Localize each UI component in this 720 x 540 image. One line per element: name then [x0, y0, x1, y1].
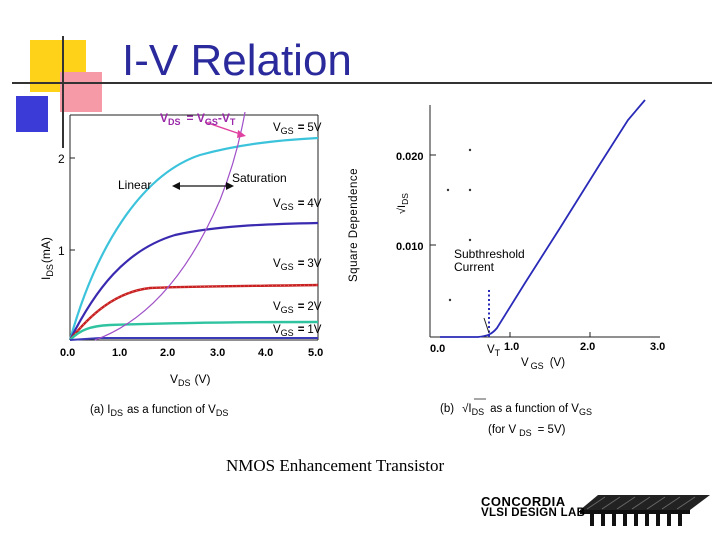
- grid-dot: [448, 298, 452, 302]
- right-xtick-3: 3.0: [650, 341, 665, 353]
- right-xtick-1: 1.0: [504, 341, 519, 353]
- svg-text:Square Dependence: Square Dependence: [348, 168, 360, 282]
- right-x-label: V GS (V): [521, 357, 565, 371]
- logo-text-vlsi-lab: VLSI DESIGN LAB: [481, 507, 586, 519]
- curve-label-vgs3: VGS = 3V: [273, 258, 322, 272]
- figure-title: NMOS Enhancement Transistor: [226, 456, 445, 475]
- curve-vgs2: [69, 320, 319, 341]
- curve-label-vgs5: VGS = 5V: [273, 122, 322, 136]
- left-xtick-1: 1.0: [112, 347, 127, 359]
- subthreshold-label-line1: Subthreshold: [454, 247, 525, 261]
- saturation-condition-label: VDS = VGS-VT: [160, 111, 236, 127]
- right-caption-condition: (for V DS = 5V): [488, 424, 566, 438]
- curve-label-vgs4: VGS = 4V: [273, 198, 322, 212]
- grid-dot: [468, 188, 472, 192]
- vt-label: VT: [487, 344, 501, 358]
- right-caption: (b) √IDS as a function of VGS: [440, 402, 592, 417]
- curve-label-vgs1: VGS = 1V: [273, 324, 322, 338]
- subthreshold-label-line2: Current: [454, 260, 495, 274]
- parabola-pointer-arrow: [204, 121, 244, 136]
- decor-pink-square: [60, 72, 102, 112]
- right-y-label: √IDS: [396, 193, 410, 214]
- curve-vgs3-dots: [69, 284, 319, 341]
- decor-blue-square: [16, 96, 48, 132]
- grid-dot: [468, 238, 472, 242]
- linear-region-label: Linear: [118, 178, 151, 192]
- left-xtick-2: 2.0: [160, 347, 175, 359]
- curve-label-vgs2: VGS = 2V: [273, 301, 322, 315]
- parabola-pointer-head: [237, 130, 246, 138]
- svg-text:√IDS: √IDS: [396, 193, 410, 214]
- region-arrow-left-head: [172, 182, 180, 190]
- left-plot: 2 1 0.0 1.0 2.0 3.0 4.0 5.0 IDS(mA) VDS(…: [39, 111, 323, 418]
- left-xtick-5: 5.0: [308, 347, 323, 359]
- left-xtick-4: 4.0: [258, 347, 273, 359]
- right-xtick-0: 0.0: [430, 343, 445, 355]
- decor-horizontal-line: [12, 82, 712, 84]
- concordia-chip-logo: [580, 495, 710, 526]
- left-x-label: VDS (V): [170, 372, 211, 388]
- slide-title: I-V Relation: [122, 36, 352, 85]
- curve-vgs5: [68, 136, 319, 341]
- left-y-label: IDS(mA): [39, 237, 55, 280]
- logo-text-concordia: CONCORDIA: [481, 494, 566, 509]
- left-caption: (a) IDS as a function of VDS: [90, 404, 228, 418]
- svg-text:IDS(mA): IDS(mA): [39, 237, 55, 280]
- right-ytick-0020: 0.020: [396, 151, 424, 163]
- right-ytick-0010: 0.010: [396, 241, 424, 253]
- sqrt-ids-curve: [440, 99, 646, 338]
- left-ytick-1: 1: [58, 244, 65, 258]
- decor-vertical-line: [62, 36, 64, 148]
- grid-dot: [468, 148, 472, 152]
- curve-vgs4: [69, 221, 319, 341]
- left-ytick-2: 2: [58, 152, 65, 166]
- square-dependence-label: Square Dependence: [348, 168, 360, 282]
- vt-pointer: [483, 317, 490, 334]
- saturation-boundary-parabola: [94, 111, 246, 341]
- right-plot: Square Dependence √IDS 0.020 0.010 0.0 1…: [348, 99, 665, 438]
- right-xtick-2: 2.0: [580, 341, 595, 353]
- grid-dot: [446, 188, 450, 192]
- left-xtick-0: 0.0: [60, 347, 75, 359]
- left-xtick-3: 3.0: [210, 347, 225, 359]
- saturation-region-label: Saturation: [232, 171, 287, 185]
- region-arrow-right-head: [226, 182, 234, 190]
